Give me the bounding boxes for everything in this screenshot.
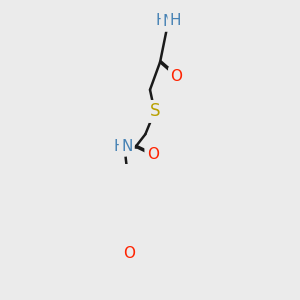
Text: H: H	[156, 13, 167, 28]
Text: N: N	[163, 14, 174, 29]
Text: H: H	[113, 139, 125, 154]
Text: O: O	[170, 69, 182, 84]
Text: O: O	[124, 246, 136, 261]
Text: N: N	[121, 139, 132, 154]
Text: S: S	[149, 103, 160, 121]
Text: O: O	[147, 147, 159, 162]
Text: H: H	[170, 13, 181, 28]
